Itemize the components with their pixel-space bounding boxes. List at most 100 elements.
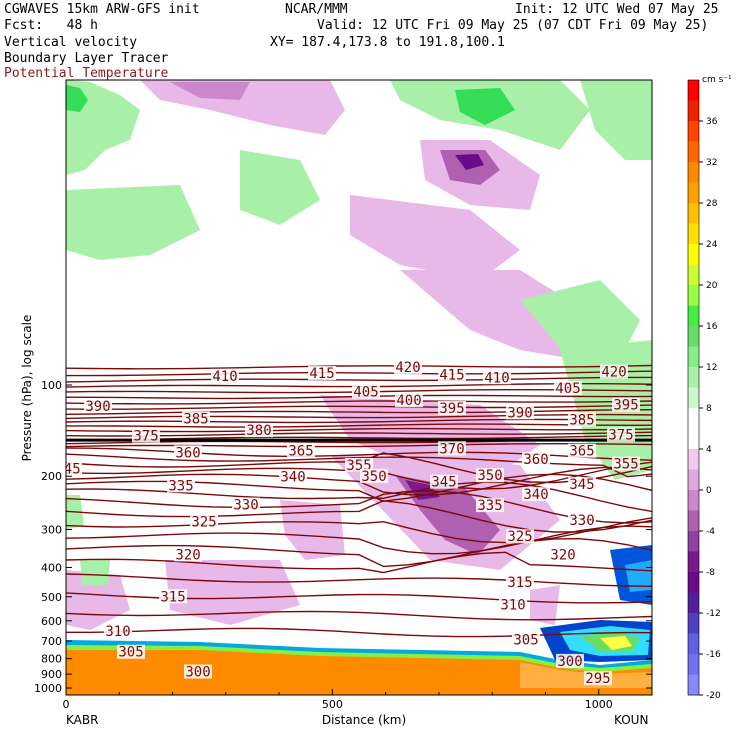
y-tick-label-7: 800 [41,653,62,666]
theta-label-34: 330 [233,498,258,514]
theta-label-12: 390 [507,405,532,421]
theta-label-bg-27 [66,461,82,476]
theta-label-bg-8 [395,393,423,408]
field-boundary-layer-tracer: Boundary Layer Tracer [4,51,169,66]
theta-label-27: 345 [55,461,80,477]
colorbar-label-8: 4 [706,445,712,455]
colorbar-cell-27 [688,633,699,655]
theta-label-bg-23 [345,457,373,472]
theta-label-bg-2 [438,367,466,382]
theta-label-bg-7 [554,380,582,395]
theta-label-20: 365 [569,444,594,460]
theta-label-33: 335 [477,498,502,514]
theta-contour-9 [66,413,652,420]
y-tick-label-5: 600 [41,615,62,628]
tracer-lightblue-right [625,560,652,592]
colorbar-label-0: 36 [706,117,718,127]
colorbar-cell-15 [688,387,699,409]
shade-blob-2 [140,80,345,135]
theta-label-5: 420 [601,365,626,381]
theta-label-bg-5 [600,364,628,379]
colorbar: 36 32 28 24 20 16 12 8 4 0 -4 -8 -12 -16 -20 [687,79,721,701]
theta-contour-28 [66,537,652,568]
tracer-yellow-lower [600,636,632,650]
theta-label-47: 300 [557,654,582,670]
theta-label-3: 410 [212,369,237,385]
colorbar-cell-9 [688,264,699,286]
theta-label-bg-3 [211,368,239,383]
theta-contour-13 [66,431,652,437]
theta-contour-7 [66,404,652,410]
colorbar-cell-17 [688,428,699,450]
colorbar-frame [687,79,700,696]
theta-label-bg-42 [104,623,132,638]
theta-contour-30 [66,573,652,587]
colorbar-label-11: -8 [706,568,715,578]
theta-label-45: 305 [513,633,538,649]
shade-blob-11 [240,150,320,225]
theta-label-bg-24 [612,456,640,471]
y-tick-label-3: 400 [41,561,62,574]
shade-blob-12 [350,195,520,280]
colorbar-cell-28 [688,654,699,675]
shade-blob-1 [66,85,88,112]
theta-contour-12 [66,427,652,433]
colorbar-label-14: -20 [706,691,721,701]
shade-blob-5 [455,88,515,125]
theta-contour-25 [66,500,652,533]
theta-label-38: 320 [175,547,200,563]
theta-label-bg-18 [438,441,466,456]
colorbar-cell-11 [688,305,699,327]
theta-label-24: 355 [613,457,638,473]
colorbar-label-12: -12 [706,609,721,619]
theta-label-10: 395 [613,398,638,414]
field-potential-temperature: Potential Temperature [4,66,169,81]
colorbar-cell-2 [688,121,699,142]
colorbar-cell-6 [688,203,699,224]
org-label: NCAR/MMM [285,2,348,17]
theta-label-14: 385 [569,413,594,429]
theta-contour-18 [66,453,652,478]
colorbar-cell-25 [688,592,699,614]
colorbar-cell-26 [688,613,699,634]
theta-label-bg-21 [174,445,202,460]
colorbar-cell-1 [688,100,699,122]
colorbar-cell-19 [688,469,699,491]
theta-label-31: 340 [523,487,548,503]
theta-label-bg-14 [568,412,596,427]
theta-label-bg-0 [394,360,422,375]
model-title: CGWAVES 15km ARW-GFS init [4,2,200,17]
forecast-hour: Fcst: 48 h [4,18,98,33]
colorbar-cell-23 [688,551,699,573]
colorbar-cell-5 [688,182,699,204]
theta-contour-17 [66,447,652,461]
theta-contour-24 [66,490,652,524]
theta-contour-6 [66,400,652,405]
colorbar-label-9: 0 [706,486,712,496]
theta-label-bg-32 [167,478,195,493]
theta-contour-32 [66,610,652,621]
theta-label-bg-6 [352,384,380,399]
valid-time: Valid: 12 UTC Fri 09 May 25 (07 CDT Fri … [317,18,709,33]
theta-label-bg-17 [607,427,635,442]
theta-label-bg-48 [584,671,612,686]
theta-label-bg-9 [438,400,466,415]
colorbar-label-4: 20 [706,281,718,291]
theta-contour-33 [66,627,652,638]
theta-label-bg-31 [522,487,550,502]
theta-label-28: 345 [431,475,456,491]
theta-label-19: 365 [288,444,313,460]
theta-label-bg-28 [430,474,458,489]
theta-label-bg-37 [506,529,534,544]
theta-label-bg-45 [512,632,540,647]
colorbar-cell-4 [688,162,699,183]
theta-label-bg-16 [132,428,160,443]
theta-contour-16 [66,442,652,448]
theta-label-44: 305 [118,645,143,661]
theta-label-bg-36 [190,514,218,529]
y-tick-label-4: 500 [41,591,62,604]
theta-label-22: 360 [523,452,548,468]
shade-blob-10 [66,185,200,260]
